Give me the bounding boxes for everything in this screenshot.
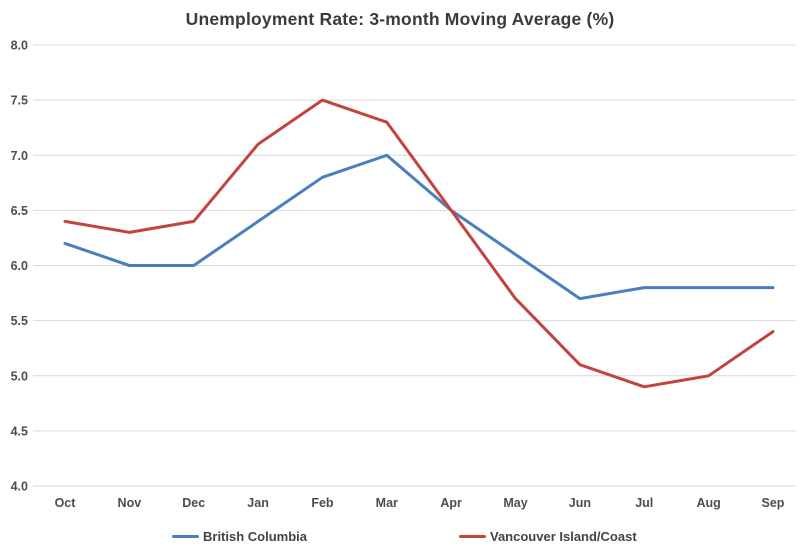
x-axis-tick-label-apr: Apr: [440, 496, 462, 510]
x-axis-tick-label-aug: Aug: [696, 496, 720, 510]
y-axis-tick-label: 4.5: [11, 424, 28, 438]
x-axis-tick-label-sep: Sep: [761, 496, 784, 510]
y-axis-tick-label: 5.0: [11, 369, 28, 383]
x-axis-tick-label-may: May: [503, 496, 527, 510]
line-series-1: [63, 98, 775, 389]
x-axis-tick-label-oct: Oct: [55, 496, 77, 510]
legend-line-swatch-series-1: [459, 534, 486, 538]
y-axis-tick-label: 7.5: [11, 94, 28, 108]
legend-item-vancouver-island-coast: Vancouver Island/Coast: [459, 526, 637, 546]
x-axis-tick-label-feb: Feb: [311, 496, 334, 510]
x-axis-tick-label-nov: Nov: [118, 496, 142, 510]
x-axis-tick-label-dec: Dec: [182, 496, 205, 510]
y-axis-tick-label: 6.0: [11, 259, 28, 273]
y-axis-tick-label: 7.0: [11, 149, 28, 163]
x-axis-tick-label-mar: Mar: [376, 496, 398, 510]
y-axis-tick-label: 8.0: [11, 39, 28, 53]
chart-legend: British Columbia Vancouver Island/Coast: [0, 526, 800, 548]
legend-label-series-1: Vancouver Island/Coast: [490, 528, 637, 544]
line-series-0: [63, 153, 775, 301]
legend-item-british-columbia: British Columbia: [172, 526, 307, 546]
y-axis-tick-label: 4.0: [11, 480, 28, 494]
y-axis-tick-label: 6.5: [11, 204, 28, 218]
legend-line-swatch-series-0: [172, 534, 199, 538]
y-axis-tick-label: 5.5: [11, 314, 28, 328]
chart-title: Unemployment Rate: 3-month Moving Averag…: [185, 9, 615, 29]
legend-label-series-0: British Columbia: [203, 528, 308, 544]
x-axis-tick-label-jan: Jan: [247, 496, 269, 510]
x-axis-tick-label-jun: Jun: [569, 496, 591, 510]
x-axis-tick-label-jul: Jul: [635, 496, 653, 510]
